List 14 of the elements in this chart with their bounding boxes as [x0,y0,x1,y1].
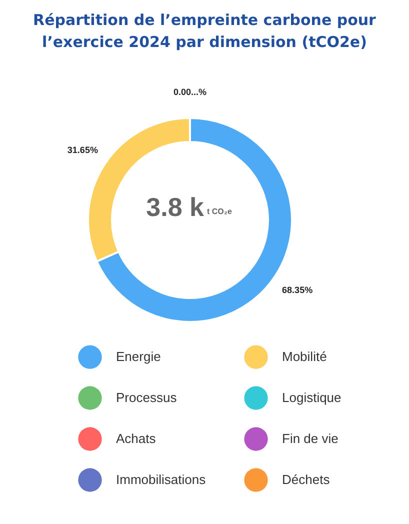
data-label: 31.65% [67,145,98,156]
legend-label: Energie [116,349,161,364]
legend-label: Mobilité [282,349,327,364]
legend-label: Déchets [282,472,330,487]
text: 0.00...% [173,87,207,97]
legend-label: Fin de vie [282,431,338,446]
chart-title: Répartition de l’empreinte carbone pour l’exercice 2024 par dimension (tCO2e) [33,11,377,51]
legend-label: Logistique [282,390,342,405]
legend-label: Immobilisations [116,472,206,487]
text: t CO₂e [207,207,232,216]
legend-label: Achats [116,431,156,446]
data-label: 68.35% [282,284,313,295]
text: 3.8 k [146,192,205,222]
legend-label: Processus [116,390,178,405]
